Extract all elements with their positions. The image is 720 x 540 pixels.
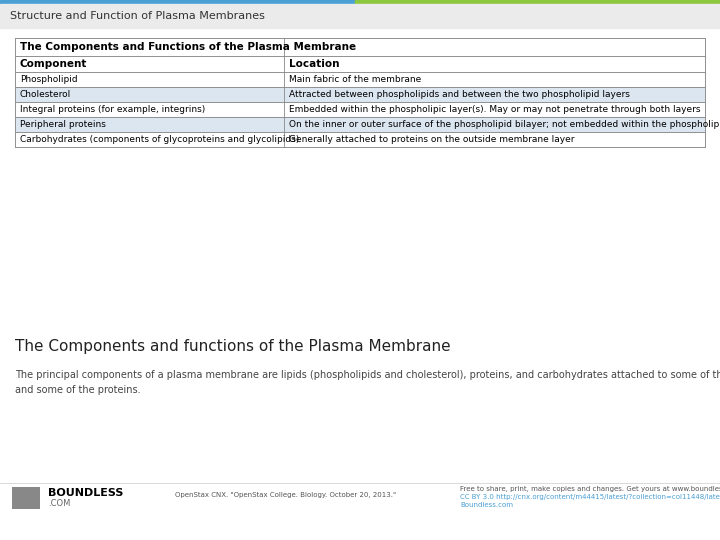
Text: Cholesterol: Cholesterol <box>20 90 71 99</box>
Text: Generally attached to proteins on the outside membrane layer: Generally attached to proteins on the ou… <box>289 135 575 144</box>
Text: CC BY 3.0 http://cnx.org/content/m44415/latest/?collection=col11448/latest View : CC BY 3.0 http://cnx.org/content/m44415/… <box>460 494 720 508</box>
Bar <box>15 38 705 56</box>
Bar <box>15 87 705 102</box>
Text: Attracted between phospholipids and between the two phospholipid layers: Attracted between phospholipids and betw… <box>289 90 630 99</box>
Text: Component: Component <box>20 59 87 69</box>
Bar <box>15 72 705 87</box>
Text: On the inner or outer surface of the phospholipid bilayer; not embedded within t: On the inner or outer surface of the pho… <box>289 120 720 129</box>
Text: Main fabric of the membrane: Main fabric of the membrane <box>289 75 421 84</box>
Bar <box>0 4 720 28</box>
Bar <box>15 38 705 147</box>
Text: The Components and functions of the Plasma Membrane: The Components and functions of the Plas… <box>15 339 451 354</box>
Text: OpenStax CNX. "OpenStax College. Biology. October 20, 2013.": OpenStax CNX. "OpenStax College. Biology… <box>175 492 396 498</box>
Bar <box>15 56 705 72</box>
Bar <box>15 132 705 147</box>
Text: Location: Location <box>289 59 340 69</box>
Text: .COM: .COM <box>48 498 71 508</box>
Text: Peripheral proteins: Peripheral proteins <box>20 120 106 129</box>
Bar <box>0 0 355 4</box>
Text: Free to share, print, make copies and changes. Get yours at www.boundless.com: Free to share, print, make copies and ch… <box>460 486 720 492</box>
Text: Structure and Function of Plasma Membranes: Structure and Function of Plasma Membran… <box>10 11 265 21</box>
Text: BOUNDLESS: BOUNDLESS <box>48 488 123 498</box>
Text: Phospholipid: Phospholipid <box>20 75 78 84</box>
Text: Carbohydrates (components of glycoproteins and glycolipids): Carbohydrates (components of glycoprotei… <box>20 135 300 144</box>
Bar <box>355 0 720 4</box>
Bar <box>15 117 705 132</box>
Bar <box>12 487 40 509</box>
Text: The Components and Functions of the Plasma Membrane: The Components and Functions of the Plas… <box>20 42 356 52</box>
Text: Integral proteins (for example, integrins): Integral proteins (for example, integrin… <box>20 105 205 114</box>
Text: Embedded within the phospholipic layer(s). May or may not penetrate through both: Embedded within the phospholipic layer(s… <box>289 105 701 114</box>
Bar <box>15 102 705 117</box>
Text: The principal components of a plasma membrane are lipids (phospholipids and chol: The principal components of a plasma mem… <box>15 370 720 395</box>
